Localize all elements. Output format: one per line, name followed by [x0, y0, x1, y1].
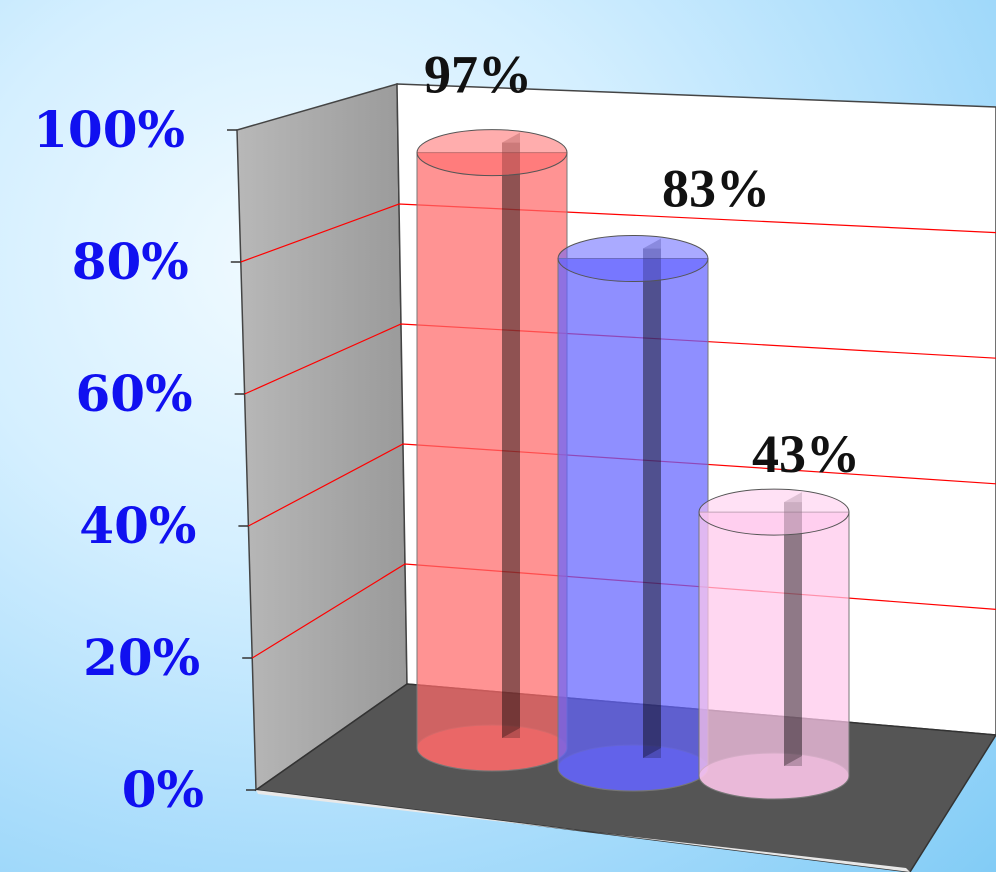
gridlines [240, 203, 996, 659]
floor-front-edge [256, 790, 910, 872]
y-tick-label-0: 0% [122, 760, 204, 819]
y-tick-label-1: 20% [83, 628, 200, 687]
bar-2-top [557, 235, 709, 283]
bar-3-core [784, 502, 802, 766]
bar-1-shadow [502, 132, 520, 738]
bar-3-shadow [784, 492, 802, 766]
bars [416, 129, 850, 800]
bar-1 [416, 129, 568, 772]
bar-2-body [557, 258, 709, 792]
data-label-3: 43% [752, 424, 860, 484]
gridline-4 [240, 203, 996, 263]
axis-ticks [227, 129, 256, 791]
y-tick-label-2: 40% [79, 496, 196, 555]
bar-1-core [502, 142, 520, 738]
bar-2 [557, 235, 709, 792]
gridline-2 [248, 443, 996, 527]
y-tick-label-4: 80% [72, 232, 189, 291]
bar-3-body [698, 511, 850, 800]
data-label-2: 83% [662, 159, 770, 219]
data-labels: 97% 83% 43% [424, 45, 860, 484]
left-wall [236, 83, 408, 792]
data-label-1: 97% [424, 45, 532, 105]
bar-2-core [643, 248, 661, 758]
y-axis-labels: 0% 20% 40% 60% 80% 100% [33, 100, 204, 819]
gridline-3 [244, 323, 996, 395]
bar-3-top [698, 488, 850, 536]
bar-2-shadow [643, 238, 661, 758]
bar-1-body [416, 152, 568, 772]
bar-3 [698, 488, 850, 800]
y-tick-label-3: 60% [76, 364, 193, 423]
bar-1-top [416, 129, 568, 177]
y-tick-label-5: 100% [33, 100, 185, 159]
